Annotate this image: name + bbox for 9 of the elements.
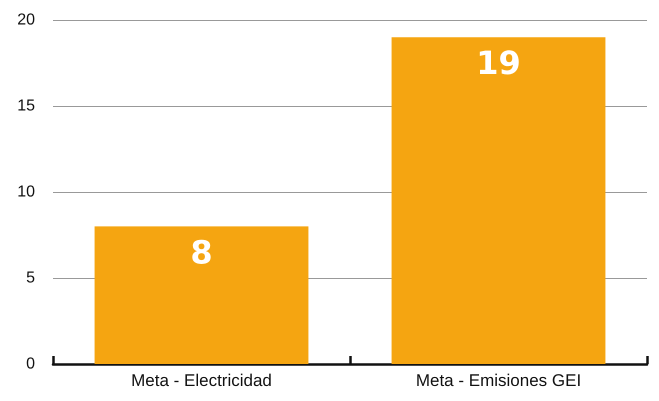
x-tick-label: Meta - Electricidad <box>131 371 272 390</box>
y-tick-label: 10 <box>17 184 36 200</box>
x-tick-label: Meta - Emisiones GEI <box>416 371 582 390</box>
y-tick-label: 5 <box>26 270 36 286</box>
data-label: 8 <box>190 233 213 272</box>
data-label: 19 <box>476 44 521 82</box>
y-tick-label: 15 <box>17 98 36 114</box>
y-tick-label: 0 <box>26 356 36 372</box>
y-tick-label: 20 <box>17 12 36 28</box>
